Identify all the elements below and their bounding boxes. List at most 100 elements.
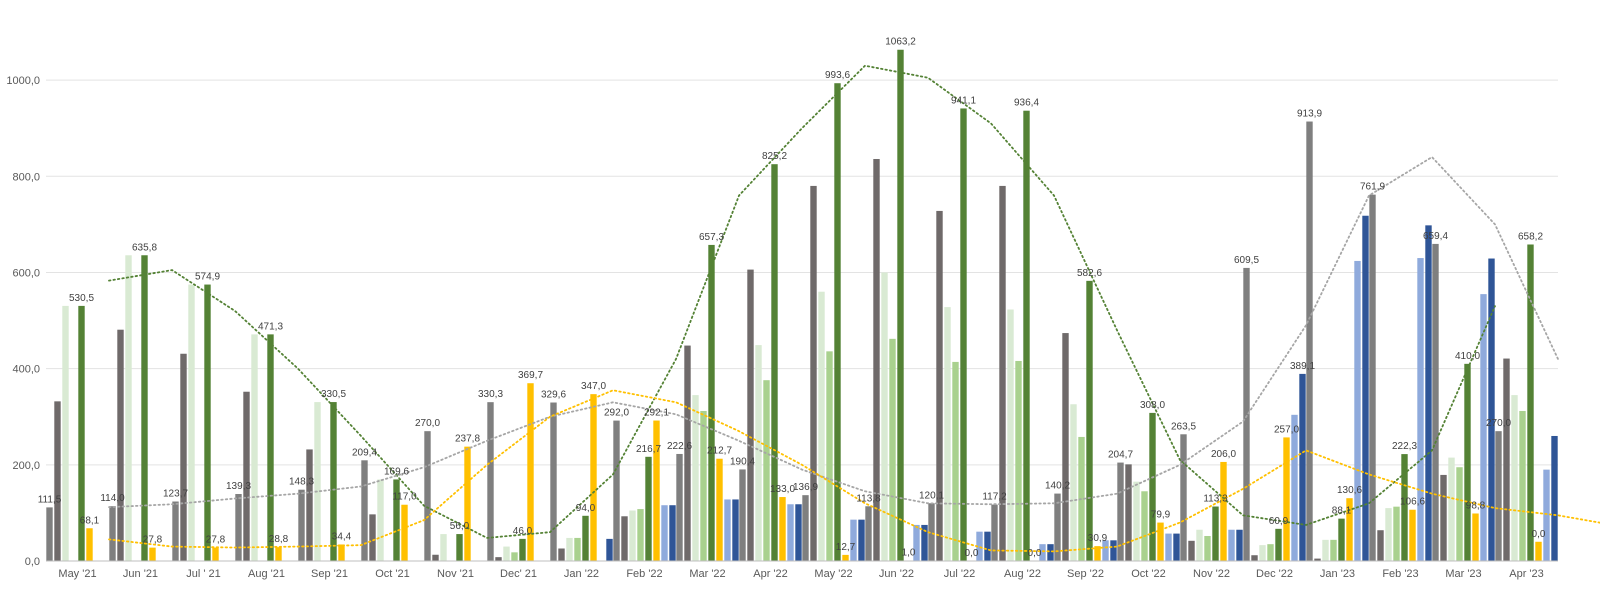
bar <box>779 497 786 561</box>
bar <box>787 504 794 561</box>
x-tick-label: Jan '22 <box>564 568 599 580</box>
bar <box>377 479 384 561</box>
trendline <box>108 64 1496 539</box>
bar <box>1259 545 1266 561</box>
bar <box>503 546 510 561</box>
data-label: 113,8 <box>856 493 881 504</box>
bar <box>440 534 447 561</box>
bar <box>1299 373 1306 561</box>
x-tick-label: Aug '22 <box>1004 568 1041 580</box>
data-label: 190,4 <box>730 456 755 467</box>
data-label: 936,4 <box>1014 98 1039 109</box>
data-label: 204,7 <box>1108 450 1133 461</box>
x-tick-label: Mar '22 <box>689 568 725 580</box>
bar <box>732 499 739 561</box>
data-label: 292,0 <box>604 408 629 419</box>
trendline <box>108 389 1600 553</box>
data-label: 574,9 <box>195 272 220 283</box>
bar <box>1401 454 1408 561</box>
bar <box>1102 540 1109 561</box>
bar <box>960 108 967 561</box>
bar <box>629 510 636 561</box>
bar <box>842 554 849 561</box>
bar <box>1354 260 1361 561</box>
bar <box>1180 434 1187 561</box>
data-label: 657,3 <box>699 232 724 243</box>
bar <box>125 255 132 561</box>
bar <box>566 537 573 561</box>
bar <box>558 548 565 561</box>
bar <box>936 210 943 561</box>
x-tick-label: Oct '21 <box>375 568 410 580</box>
data-label: 308,0 <box>1140 400 1165 411</box>
bar <box>62 305 69 561</box>
bar <box>1306 121 1313 561</box>
x-tick-label: Jul ' 21 <box>186 568 221 580</box>
data-label: 30,9 <box>1088 533 1108 544</box>
data-label: 117,2 <box>982 492 1007 503</box>
y-axis-tick-labels: 0,0 200,0 400,0 600,0 800,0 1000,0 <box>6 75 40 568</box>
bar <box>921 524 928 561</box>
bar <box>755 345 762 561</box>
bar <box>1291 414 1298 561</box>
bar <box>519 538 526 561</box>
bar <box>1393 506 1400 561</box>
bar <box>1070 404 1077 561</box>
bar <box>1165 533 1172 561</box>
bar <box>1267 544 1274 561</box>
bar <box>1527 244 1534 562</box>
x-tick-label: Mar '23 <box>1445 568 1481 580</box>
bar <box>574 537 581 561</box>
trendlines <box>108 64 1600 553</box>
bar <box>1275 528 1282 561</box>
x-tick-label: Nov '22 <box>1193 568 1230 580</box>
bar <box>991 504 998 561</box>
data-label: 88,1 <box>1332 506 1352 517</box>
data-label: 0,0 <box>1028 548 1042 559</box>
bar <box>944 307 951 561</box>
bar <box>637 509 644 561</box>
bar <box>1503 358 1510 561</box>
data-label: 27,8 <box>143 535 163 546</box>
data-label: 609,5 <box>1234 255 1259 266</box>
bar <box>432 554 439 561</box>
bar <box>700 410 707 561</box>
bar <box>724 499 731 561</box>
bar <box>1385 508 1392 561</box>
x-tick-label: Aug '21 <box>248 568 285 580</box>
bar <box>1417 258 1424 561</box>
bar <box>1007 309 1014 561</box>
bar <box>621 516 628 561</box>
bar <box>1511 395 1518 561</box>
x-tick-label: Sep '21 <box>311 568 348 580</box>
bar <box>1243 267 1250 561</box>
bar <box>810 185 817 562</box>
bar <box>850 519 857 561</box>
bar <box>889 338 896 561</box>
data-label: 369,7 <box>518 370 543 381</box>
bar <box>86 528 93 561</box>
bar <box>1464 363 1471 561</box>
x-tick-label: May '22 <box>814 568 852 580</box>
data-label: 257,0 <box>1274 424 1299 435</box>
bar <box>684 345 691 561</box>
x-tick-label: May '21 <box>58 568 96 580</box>
data-label: 471,3 <box>258 321 283 332</box>
bar <box>1551 435 1558 561</box>
data-label: 222,3 <box>1392 441 1417 452</box>
data-label: 1,0 <box>902 548 916 559</box>
data-label: 56,0 <box>450 521 470 532</box>
bar <box>1125 464 1132 561</box>
data-label: 330,3 <box>478 389 503 400</box>
data-label: 133,0 <box>770 484 795 495</box>
data-label: 136,9 <box>793 482 818 493</box>
x-axis-tick-labels: May '21 Jun '21 Jul ' 21 Aug '21 Sep '21 Oct … <box>58 568 1543 580</box>
bar <box>369 514 376 561</box>
bar <box>1228 529 1235 561</box>
bar <box>1535 541 1542 561</box>
bar <box>1220 461 1227 561</box>
bar <box>1322 539 1329 561</box>
data-label: 114,0 <box>100 493 125 504</box>
bar <box>1054 493 1061 561</box>
